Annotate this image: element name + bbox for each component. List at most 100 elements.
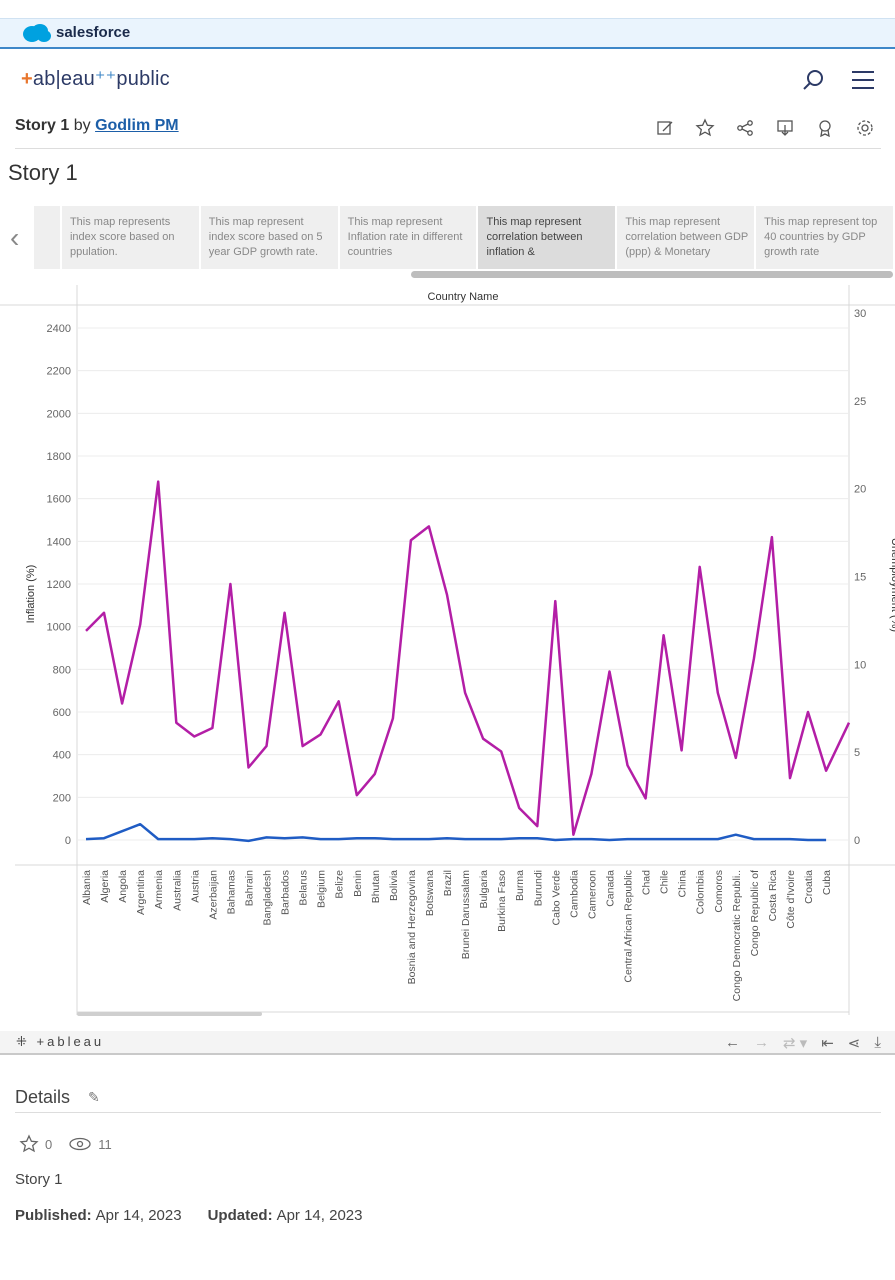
x-tick-label: Argentina (135, 870, 147, 915)
x-tick-label: Austria (189, 870, 201, 903)
x-tick-label: Armenia (153, 870, 165, 909)
x-tick-label: Brazil (442, 870, 454, 896)
x-tick-label: Cabo Verde (550, 870, 562, 926)
story-point[interactable]: This map represent index score based on … (200, 206, 340, 269)
reset-icon[interactable]: ⇤ (821, 1035, 834, 1052)
x-tick-label: Belarus (298, 870, 310, 906)
story-point-caption: This map represent index score based on … (208, 216, 323, 258)
salesforce-bar: salesforce (0, 18, 895, 49)
tableau-public-logo[interactable]: +ab|eau⁺⁺public (21, 68, 170, 90)
x-tick-label: Chad (641, 870, 653, 895)
story-point-partial[interactable] (34, 206, 62, 269)
story-point-caption: This map represent top 40 countries by G… (764, 216, 878, 258)
x-tick-label: Colombia (695, 870, 707, 915)
favorite-star-icon[interactable] (693, 116, 717, 140)
views-count: 11 (98, 1136, 112, 1152)
details-heading: Details (15, 1087, 71, 1107)
y2-tick-label: 20 (854, 484, 866, 496)
views-eye-icon (69, 1137, 91, 1151)
x-tick-label: Bulgaria (478, 870, 490, 909)
updated-label: Updated: (207, 1207, 273, 1224)
undo-icon[interactable]: ← (724, 1034, 740, 1051)
chart-header-title: Country Name (428, 291, 499, 303)
y-tick-label: 2000 (47, 408, 71, 420)
y2-tick-label: 5 (854, 747, 860, 759)
story-point-caption: This map represent correlation between G… (625, 216, 749, 258)
x-tick-label: China (677, 870, 689, 898)
published-value: Apr 14, 2023 (95, 1207, 182, 1224)
salesforce-cloud-icon (23, 24, 51, 42)
menu-icon[interactable] (850, 69, 876, 91)
search-icon[interactable] (800, 67, 826, 93)
download-icon[interactable]: ⤓ (874, 1034, 881, 1051)
stats: 0 11 (19, 1134, 112, 1154)
badge-icon[interactable] (813, 116, 837, 140)
y2-tick-label: 15 (854, 572, 866, 584)
tableau-toolbar: ⁜ +ableau ← → ⇄ ▾ ⇤ ⋖ ⤓ (0, 1031, 895, 1055)
story-point-caption: This map represent Inflation rate in dif… (347, 216, 463, 258)
story-point-caption: This map represent correlation between i… (486, 216, 583, 258)
favorites-count: 0 (45, 1136, 53, 1152)
y2-tick-label: 10 (854, 659, 866, 671)
previous-story-point-icon[interactable]: ‹ (10, 222, 20, 253)
x-tick-label: Belize (334, 870, 346, 899)
story-point[interactable]: This map represent top 40 countries by G… (756, 206, 895, 269)
revert-icon[interactable]: ⇄ ▾ (782, 1035, 808, 1052)
x-tick-label: Congo Republic of (749, 870, 761, 956)
chart-area[interactable]: Country Name 0 200 400 600 800 1000 1200 1400 160… (0, 285, 895, 1025)
x-tick-label: Benin (352, 870, 364, 897)
divider (15, 148, 881, 149)
x-tick-label: Algeria (99, 870, 111, 903)
story-point[interactable]: This map represents index score based on… (61, 206, 201, 269)
story-point[interactable]: This map represent correlation between G… (617, 206, 757, 269)
story-points: This map represents index score based on… (34, 206, 895, 269)
x-tick-label: Botswana (424, 870, 436, 916)
x-tick-label: Australia (171, 870, 183, 911)
description: Story 1 (15, 1171, 63, 1188)
x-tick-label: Brunei Darussalam (460, 870, 472, 960)
salesforce-brand[interactable]: salesforce (56, 24, 131, 41)
x-tick-label: Croatia (803, 870, 815, 904)
author-link[interactable]: Godlim PM (95, 117, 179, 134)
tableau-logo[interactable]: ⁜ +ableau (16, 1034, 105, 1049)
x-tick-label: Chile (659, 870, 671, 894)
story-title: Story 1 (8, 160, 78, 185)
redo-icon[interactable]: → (753, 1034, 769, 1051)
favorite-star-icon[interactable] (19, 1134, 39, 1154)
story-header-title: Story 1 (15, 117, 70, 134)
y-axis-title: Inflation (%) (25, 565, 37, 624)
edit-pencil-icon[interactable]: ✎ (88, 1089, 100, 1105)
y-tick-label: 600 (53, 707, 71, 719)
published-label: Published: (15, 1207, 92, 1224)
x-tick-label: Comoros (713, 870, 725, 913)
share-icon[interactable]: ⋖ (847, 1035, 861, 1052)
x-tick-label: Cuba (821, 870, 833, 895)
x-tick-label: Cambodia (568, 870, 580, 918)
x-tick-label: Belgium (316, 870, 328, 908)
x-tick-label: Costa Rica (767, 870, 779, 922)
download-icon[interactable] (773, 116, 797, 140)
x-tick-label: Central African Republic (623, 870, 635, 983)
dual-axis-line-chart[interactable]: Country Name0200400600800100012001400160… (0, 285, 895, 1025)
y-tick-label: 0 (65, 835, 71, 847)
x-tick-label: Burma (514, 870, 526, 901)
y2-tick-label: 0 (854, 835, 860, 847)
x-tick-label: Azerbaijan (207, 870, 219, 920)
x-tick-label: Albania (81, 870, 93, 905)
y-tick-label: 1400 (47, 536, 71, 548)
x-tick-label: Angola (117, 870, 129, 903)
story-point[interactable]: This map represent Inflation rate in dif… (339, 206, 479, 269)
x-tick-label: Burundi (532, 870, 544, 906)
share-icon[interactable] (733, 116, 757, 140)
dates: Published: Apr 14, 2023 Updated: Apr 14, 20… (15, 1207, 362, 1224)
story-points-scrollbar[interactable] (411, 271, 893, 278)
story-toolbar (653, 116, 877, 140)
edit-icon[interactable] (653, 116, 677, 140)
divider (15, 1112, 881, 1113)
y-tick-label: 2200 (47, 366, 71, 378)
settings-gear-icon[interactable] (853, 116, 877, 140)
x-tick-label: Cameroon (586, 870, 598, 919)
story-point-caption: This map represents index score based on… (69, 216, 175, 258)
story-header: Story 1 by Godlim PM (15, 117, 179, 135)
story-point-active[interactable]: This map represent correlation between i… (478, 206, 618, 269)
